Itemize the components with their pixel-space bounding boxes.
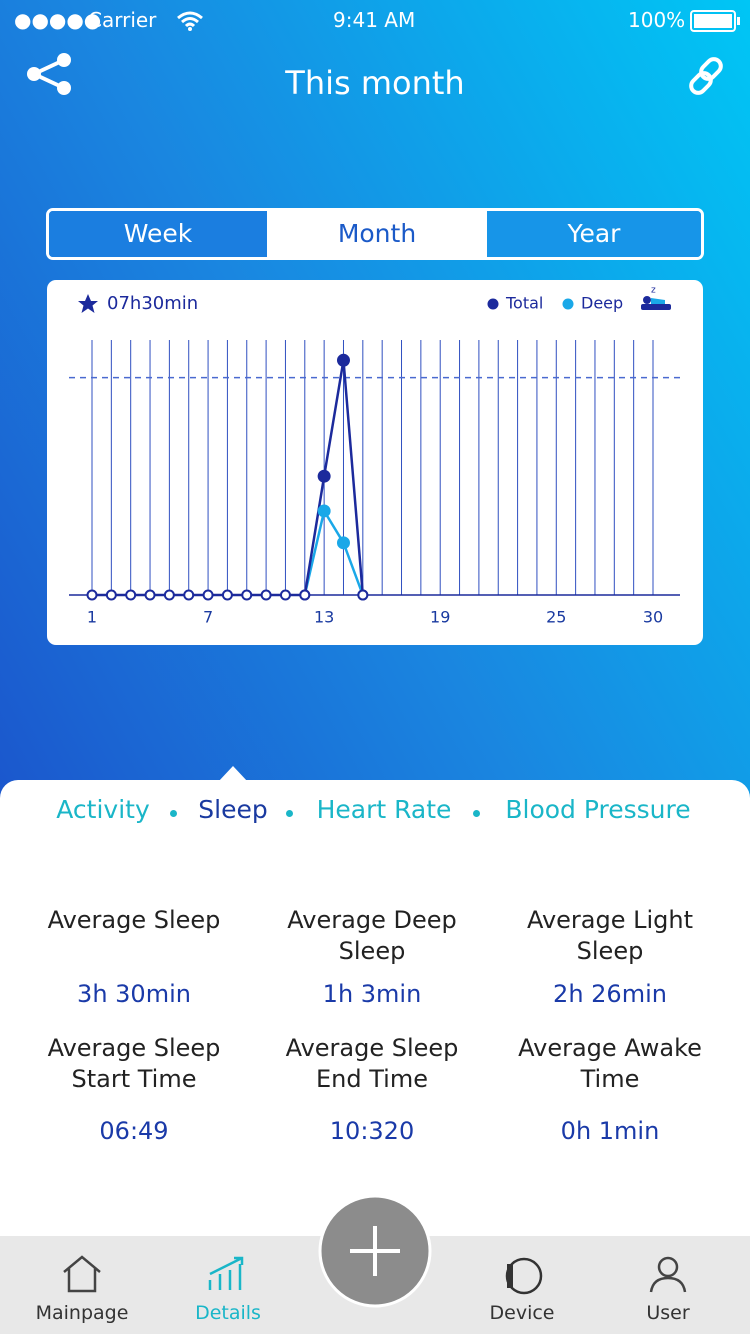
details-icon[interactable] (206, 1254, 250, 1294)
tab-label[interactable]: Device (489, 1302, 555, 1324)
data-point (317, 504, 331, 518)
period-tab-active[interactable]: Month (267, 211, 487, 257)
signal: ●●●●● (14, 8, 102, 32)
data-point (241, 589, 253, 601)
data-point (163, 589, 175, 601)
data-point (125, 589, 137, 601)
wifi-icon (177, 11, 203, 31)
data-point (260, 589, 272, 601)
data-point (202, 589, 214, 601)
section-tab-active[interactable]: Sleep (198, 795, 268, 824)
data-point (299, 589, 311, 601)
stat-label: Average Deep Sleep (287, 906, 457, 965)
x-tick-label: 30 (643, 608, 663, 627)
user-icon[interactable] (646, 1254, 690, 1294)
legend-marker (487, 298, 499, 310)
data-point (317, 469, 331, 483)
data-point (357, 589, 369, 601)
chart-card: 07h30min z 1 7 13 19 25 30 Total Deep (47, 280, 703, 645)
separator (473, 810, 480, 817)
share-button[interactable] (26, 52, 74, 96)
data-point (336, 536, 350, 550)
x-tick-label: 19 (430, 608, 450, 627)
legend-marker (562, 298, 574, 310)
x-tick-label: 25 (546, 608, 566, 627)
details-panel (0, 780, 750, 1240)
stat-value: 2h 26min (553, 980, 667, 1008)
clock: 9:41 AM (333, 8, 416, 32)
section-tab[interactable]: Activity (56, 795, 150, 824)
tab-label[interactable]: User (646, 1302, 690, 1324)
battery-level: 100% (628, 8, 686, 32)
separator (170, 810, 177, 817)
chart-summary: 07h30min (107, 293, 198, 314)
legend-label: Total (505, 294, 543, 313)
section-tab[interactable]: Heart Rate (316, 795, 452, 824)
link-button[interactable] (686, 56, 726, 96)
stat-value: 10:320 (329, 1117, 415, 1145)
separator (286, 810, 293, 817)
stat-label: Average Sleep (47, 906, 221, 934)
section-tab[interactable]: Blood Pressure (505, 795, 691, 824)
svg-text:z: z (651, 286, 656, 296)
home-icon[interactable] (60, 1254, 104, 1294)
x-tick-label: 13 (314, 608, 334, 627)
chart: 07h30min z 1 7 13 19 25 30 Total Deep (69, 286, 680, 627)
data-point (336, 353, 350, 367)
battery-icon (690, 10, 740, 32)
data-point (221, 589, 233, 601)
data-point (279, 589, 291, 601)
star-icon (78, 294, 98, 313)
period-tab[interactable]: Week (49, 211, 267, 257)
period-tab[interactable]: Year (487, 211, 701, 257)
tab-label[interactable]: Mainpage (35, 1302, 129, 1324)
stat-value: 1h 3min (322, 980, 422, 1008)
data-point (183, 589, 195, 601)
series-line (303, 507, 364, 596)
period-tabs: Week Month Year (46, 208, 704, 260)
add-button[interactable] (318, 1194, 432, 1308)
page-title: This month (285, 64, 465, 102)
stat-value: 3h 30min (77, 980, 191, 1008)
x-tick-label: 7 (203, 608, 213, 627)
stat-value: 06:49 (99, 1117, 169, 1145)
x-tick-label: 1 (87, 608, 97, 627)
panel-pointer (218, 766, 248, 782)
stat-label: Average Sleep Start Time (47, 1034, 221, 1093)
legend-label: Deep (581, 294, 623, 313)
tab-label-active[interactable]: Details (195, 1302, 261, 1324)
stat-label: Average Awake Time (518, 1034, 702, 1093)
device-icon[interactable] (500, 1256, 544, 1296)
data-point (86, 589, 98, 601)
stat-value: 0h 1min (560, 1117, 660, 1145)
sleep-icon: z (641, 286, 671, 310)
data-point (144, 589, 156, 601)
carrier: Carrier (88, 8, 157, 32)
data-point (105, 589, 117, 601)
stat-label: Average Light Sleep (526, 906, 694, 965)
stat-label: Average Sleep End Time (285, 1034, 459, 1093)
